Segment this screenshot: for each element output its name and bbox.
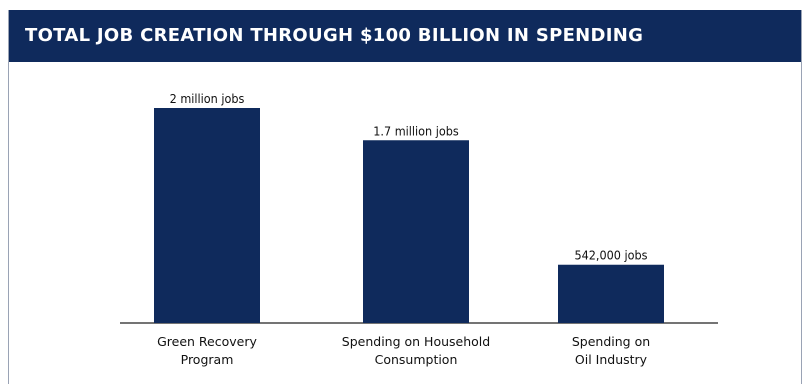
category-label-1-line-1: Consumption [375, 352, 458, 367]
category-label-2-line-0: Spending on [572, 334, 650, 349]
bar-1 [363, 140, 469, 323]
bar-0 [154, 108, 260, 323]
bar-value-label-0: 2 million jobs [170, 91, 245, 106]
bar-value-label-2: 542,000 jobs [574, 248, 647, 263]
chart-header: TOTAL JOB CREATION THROUGH $100 BILLION … [9, 10, 801, 62]
category-label-0-line-1: Program [181, 352, 234, 367]
bar-value-label-1: 1.7 million jobs [373, 123, 459, 138]
category-label-0-line-0: Green Recovery [157, 334, 257, 349]
category-label-1-line-0: Spending on Household [342, 334, 490, 349]
chart-title: TOTAL JOB CREATION THROUGH $100 BILLION … [25, 25, 644, 46]
bar-2 [558, 264, 664, 323]
category-label-2-line-1: Oil Industry [575, 352, 648, 367]
